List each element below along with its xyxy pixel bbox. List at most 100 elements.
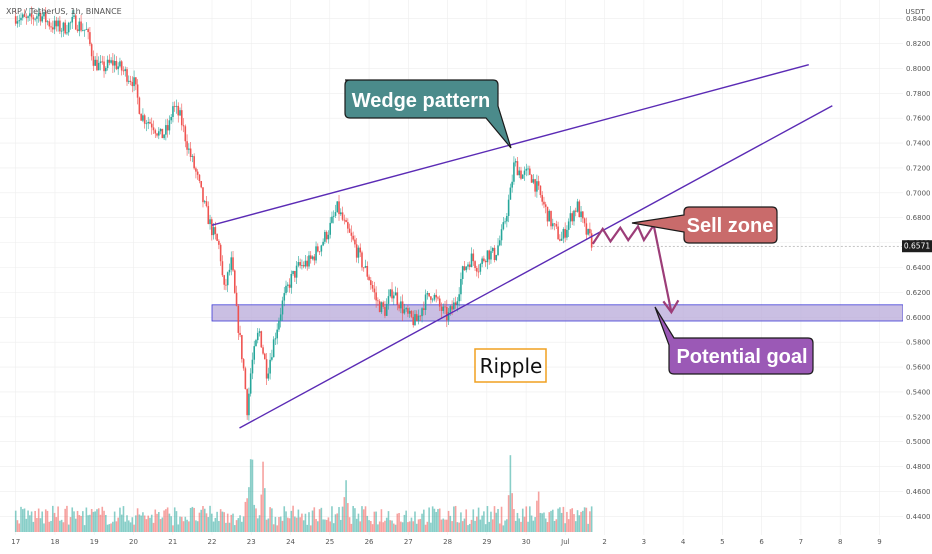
candle-body [87, 29, 89, 33]
volume-bar [417, 519, 420, 532]
goal-callout-box [654, 306, 814, 375]
volume-bar [120, 514, 123, 532]
volume-bar [529, 506, 531, 532]
candle-body [440, 306, 443, 311]
candle-body [569, 213, 572, 222]
volume-bar [239, 515, 241, 532]
volume-bar [124, 521, 127, 532]
candle-body [30, 13, 33, 18]
volume-bar [385, 517, 388, 532]
candle-body [514, 161, 517, 163]
candle-body [587, 228, 589, 235]
volume-bar [421, 513, 423, 532]
candle-body [403, 309, 406, 314]
candle-body [43, 12, 45, 17]
candle-body [371, 285, 374, 289]
candle-body [78, 21, 81, 32]
time-axis[interactable]: 17 18 19 20 21 22 23 24 25 26 27 28 29 30 Jul 2 3 4 5 6 7 8 9 [0, 535, 932, 550]
candle-body [207, 206, 210, 225]
candle-body [431, 299, 434, 301]
candle-body [149, 121, 151, 124]
volume-bar [106, 524, 109, 532]
candle-body [189, 148, 192, 157]
price-axis-background [903, 0, 932, 550]
volume-bar [286, 517, 289, 532]
volume-bar [269, 507, 271, 532]
candle-body [159, 128, 162, 132]
volume-bar [50, 520, 52, 532]
currency-label: USDT [905, 8, 925, 16]
volume-bar [283, 506, 286, 532]
volume-bar [366, 515, 369, 532]
candle-body [476, 267, 478, 272]
price-tick-label: 0.5800 [906, 339, 931, 347]
volume-bar [440, 519, 443, 532]
candle-body [509, 187, 512, 200]
candle-body [269, 359, 271, 374]
candle-body [180, 110, 183, 126]
candle-body [401, 301, 404, 314]
candle-body [377, 300, 379, 302]
sell-zone-callout: Sell zone [631, 206, 778, 244]
candle-body [302, 265, 305, 267]
volume-bar [117, 517, 119, 532]
volume-bar [460, 512, 462, 532]
volume-bar [292, 505, 294, 532]
volume-bar [159, 519, 162, 532]
time-tick-label: 22 [208, 538, 217, 546]
candle-body [292, 270, 294, 274]
volume-bar [182, 521, 185, 532]
volume-bar [195, 520, 197, 532]
candle-body [265, 359, 268, 379]
candle-body [483, 258, 485, 262]
volume-bar [313, 507, 316, 532]
volume-bar [299, 517, 301, 532]
price-axis[interactable]: 0.8400 0.8200 0.8000 0.7800 0.7600 0.7400 0.72… [903, 0, 932, 550]
volume-bar [589, 511, 591, 532]
candle-body [64, 22, 66, 34]
volume-bar [221, 511, 224, 532]
candle-body [152, 127, 155, 131]
candle-body [495, 255, 498, 260]
candle-body [382, 302, 384, 307]
volume-bar [255, 508, 257, 532]
volume-bar [73, 511, 75, 532]
volume-bar [260, 494, 263, 532]
volume-bar [92, 511, 95, 532]
candles[interactable] [14, 6, 593, 421]
candle-body [198, 174, 201, 181]
volume-bar [532, 520, 535, 532]
volume-bar [539, 512, 542, 532]
candle-body [532, 179, 535, 183]
time-tick-label: 4 [681, 538, 686, 546]
volume-bar [191, 506, 194, 532]
candle-body [150, 123, 153, 128]
volume-bar [129, 522, 132, 532]
time-tick-label: Jul [560, 538, 570, 546]
candle-body [286, 284, 289, 286]
volume-bar [317, 521, 319, 532]
candle-body [461, 266, 464, 279]
candle-body [456, 301, 459, 305]
candle-body [447, 312, 450, 321]
candle-body [361, 252, 363, 268]
candle-body [391, 289, 393, 299]
candle-body [378, 301, 381, 313]
volume-bar [405, 510, 407, 532]
candle-body [131, 82, 134, 87]
candle-body [96, 59, 98, 71]
volume-bar [322, 519, 324, 532]
sell-callout-label: Sell zone [687, 215, 774, 237]
candle-body [507, 199, 510, 217]
candle-body [48, 21, 51, 27]
volume-bar [523, 516, 526, 532]
volume-bar [361, 506, 363, 532]
volume-bar [126, 515, 128, 532]
volume-bar [401, 522, 404, 532]
volume-bar [491, 519, 494, 532]
volume-bar [145, 519, 148, 532]
wedge-pattern-callout: Wedge pattern [344, 79, 512, 149]
time-tick-label: 2 [602, 538, 606, 546]
